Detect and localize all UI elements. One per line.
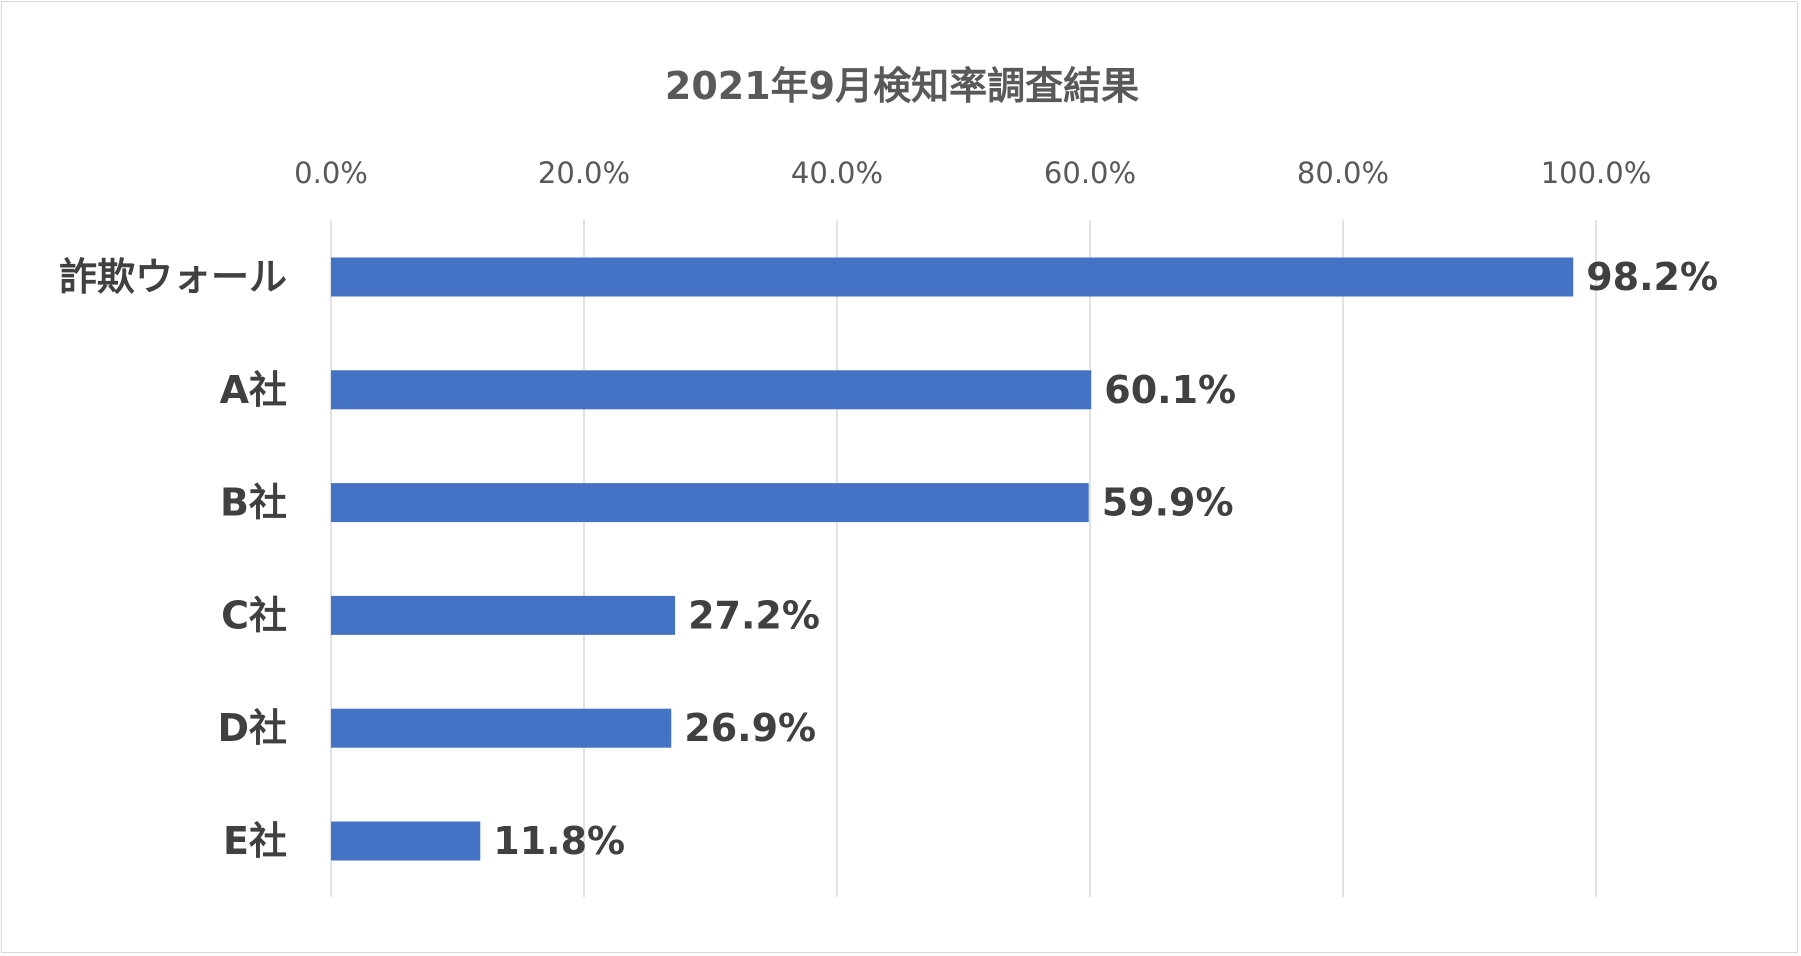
bar (331, 257, 1574, 297)
bar (331, 370, 1092, 410)
x-tick-label: 20.0% (538, 156, 630, 190)
bars (331, 257, 1574, 861)
bar (331, 483, 1089, 523)
x-axis-tick-labels: 0.0% 20.0% 40.0% 60.0% 80.0% 100.0% (294, 156, 1651, 190)
x-tick-label: 0.0% (294, 156, 368, 190)
category-label: 詐欺ウォール (59, 255, 287, 299)
data-label: 26.9% (684, 706, 816, 750)
data-label: 59.9% (1102, 481, 1234, 525)
category-label: B社 (220, 481, 287, 525)
data-label: 27.2% (688, 593, 820, 637)
x-tick-label: 60.0% (1044, 156, 1136, 190)
bar (331, 595, 676, 635)
bar (331, 708, 672, 748)
x-tick-label: 80.0% (1297, 156, 1389, 190)
data-label: 60.1% (1104, 368, 1236, 412)
data-label: 98.2% (1586, 255, 1718, 299)
category-label: D社 (217, 706, 287, 750)
x-tick-label: 100.0% (1541, 156, 1652, 190)
chart-title: 2021年9月検知率調査結果 (665, 64, 1139, 108)
category-label: C社 (221, 593, 287, 637)
category-labels: 詐欺ウォール A社 B社 C社 D社 E社 (59, 255, 287, 863)
category-label: E社 (223, 819, 287, 863)
gridlines (330, 220, 1597, 897)
x-tick-label: 40.0% (791, 156, 883, 190)
data-labels: 98.2% 60.1% 59.9% 27.2% 26.9% 11.8% (493, 255, 1718, 863)
category-label: A社 (220, 368, 287, 412)
bar (331, 821, 481, 861)
data-label: 11.8% (493, 819, 625, 863)
